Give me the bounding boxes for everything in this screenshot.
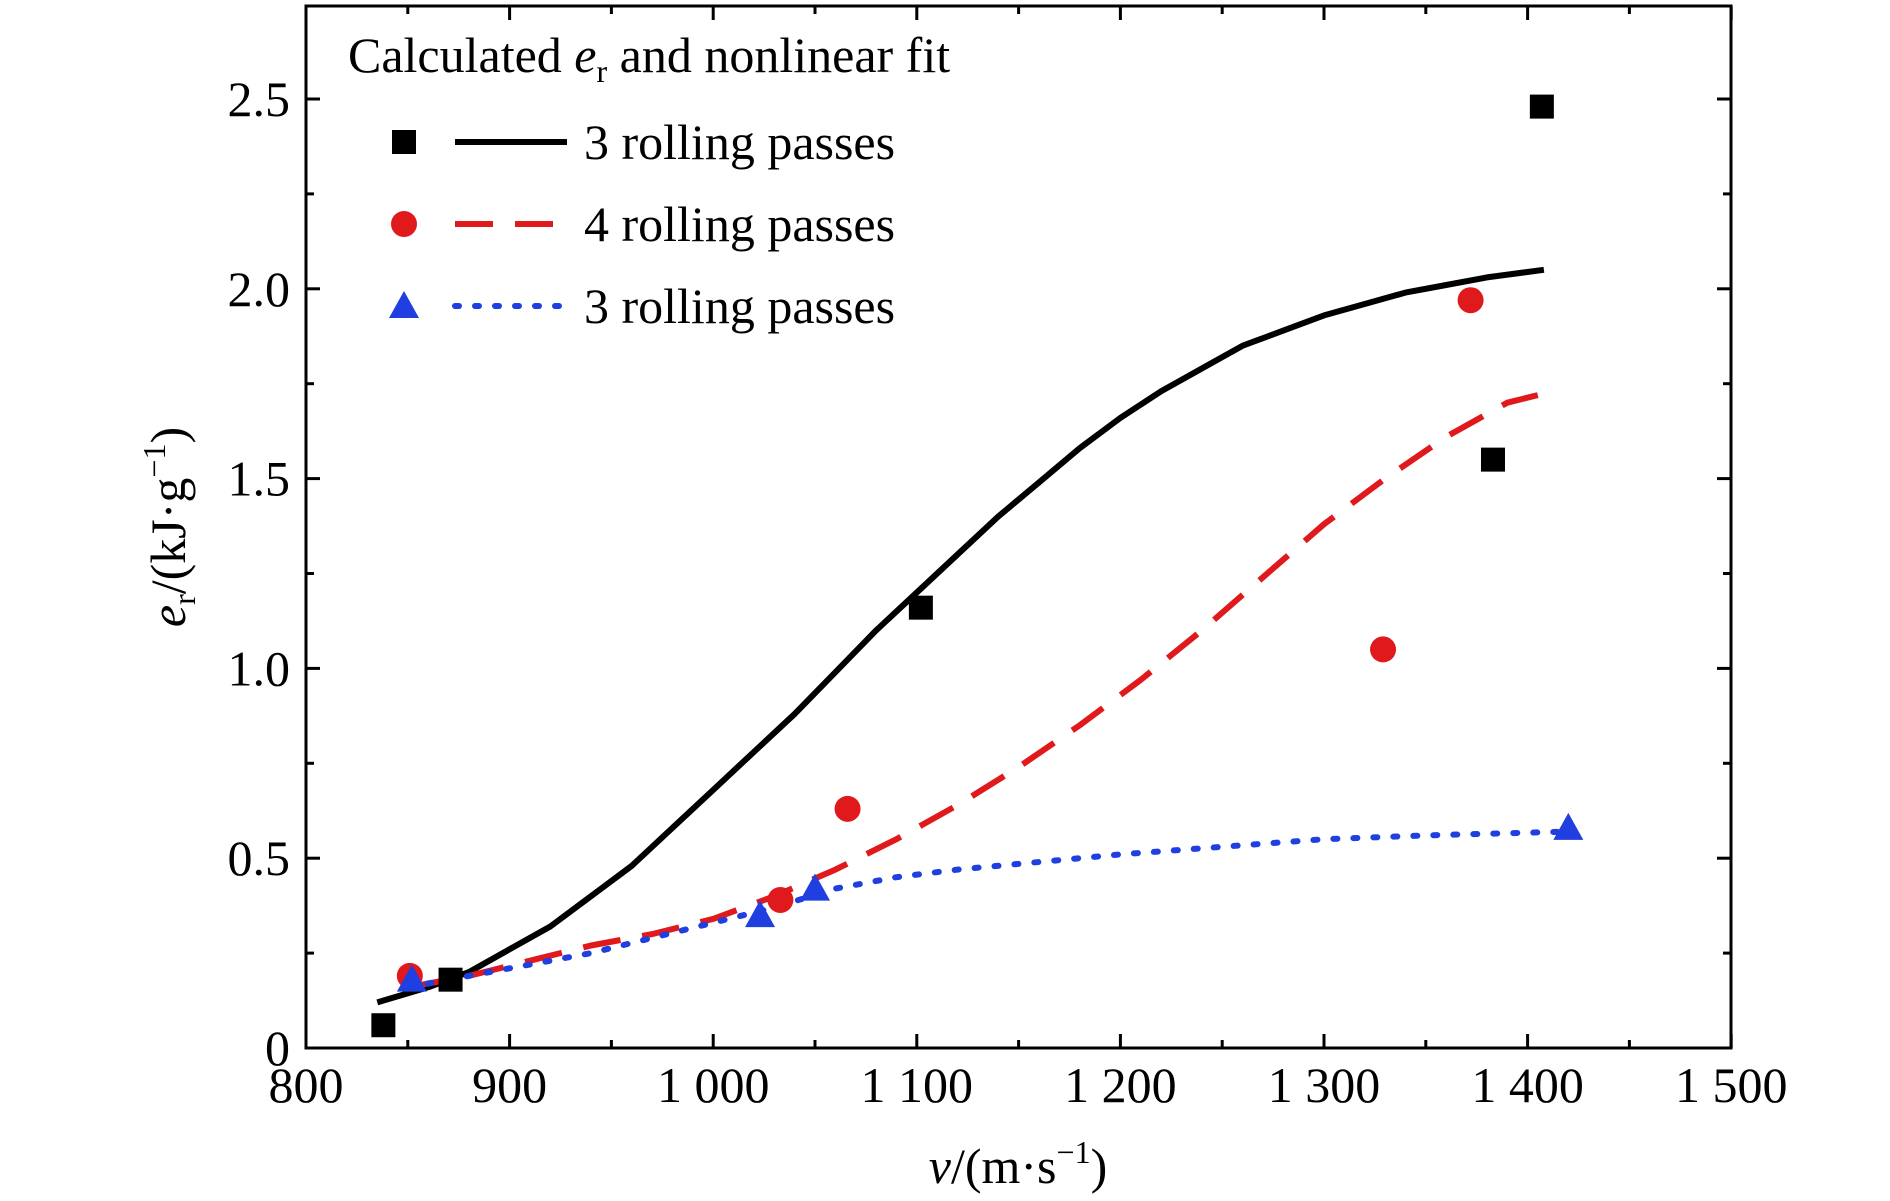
legend-marker-1 — [392, 130, 416, 154]
legend-label-3: 3 rolling passes — [584, 278, 895, 334]
fit-lines — [376, 266, 1572, 1006]
data-point-s2-2 — [767, 886, 794, 913]
axis-ticks: 800 900 1 000 1 100 1 200 1 300 1 400 1 500 0 0.5… — [228, 6, 1788, 1113]
plot-frame — [304, 4, 1733, 1050]
x-tick-label-8: 1 500 — [1675, 1057, 1788, 1113]
y-tick-label-3: 1.0 — [228, 640, 291, 696]
y-axis-exp: −1 — [136, 444, 172, 478]
data-point-s1-5 — [1529, 94, 1554, 119]
x-tick-label-6: 1 300 — [1268, 1057, 1381, 1113]
x-tick-label-1: 800 — [269, 1057, 344, 1113]
x-axis-label: v/(m·s−1) — [929, 1134, 1107, 1194]
x-tick-label-5: 1 200 — [1064, 1057, 1177, 1113]
x-axis-exp: −1 — [1057, 1134, 1091, 1170]
fit-line-series-3 — [404, 828, 1572, 991]
x-axis-close: ) — [1091, 1138, 1108, 1194]
y-axis-var: e — [140, 605, 196, 627]
x-axis-unit: /(m·s — [951, 1138, 1057, 1194]
legend-label-2: 4 rolling passes — [584, 196, 895, 252]
y-tick-label-2: 0.5 — [228, 830, 291, 886]
legend-marker-3 — [389, 291, 419, 318]
legend-marker-2 — [391, 211, 417, 237]
y-axis-sub: r — [166, 594, 202, 605]
fit-line-series-2 — [407, 392, 1539, 991]
data-point-s3-3 — [800, 873, 830, 901]
y-tick-label-5: 2.0 — [228, 261, 291, 317]
data-point-s2-5 — [1457, 287, 1484, 314]
y-tick-label-1: 0 — [265, 1020, 290, 1076]
x-axis-var: v — [929, 1138, 952, 1194]
legend-title-sub: r — [597, 53, 608, 89]
data-point-s2-3 — [834, 795, 861, 822]
data-point-s1-4 — [1480, 447, 1505, 472]
y-axis-label: er/(kJ·g−1) — [136, 427, 202, 627]
y-axis-unit: /(kJ·g — [140, 478, 196, 595]
data-point-s1-1 — [371, 1013, 396, 1038]
y-tick-label-4: 1.5 — [228, 451, 291, 507]
x-tick-label-2: 900 — [472, 1057, 547, 1113]
data-point-s3-4 — [1553, 812, 1584, 840]
x-tick-label-3: 1 000 — [657, 1057, 770, 1113]
data-points — [371, 94, 1584, 1038]
x-tick-label-4: 1 100 — [861, 1057, 974, 1113]
legend: Calculated er and nonlinear fit 3 rollin… — [348, 27, 950, 334]
y-tick-label-6: 2.5 — [228, 71, 291, 127]
legend-label-1: 3 rolling passes — [584, 114, 895, 170]
data-point-s3-1 — [396, 964, 427, 992]
data-point-s1-2 — [438, 967, 463, 992]
data-point-s2-4 — [1370, 636, 1397, 663]
legend-items: 3 rolling passes 4 rolling passes 3 rollin… — [389, 114, 895, 334]
y-axis-close: ) — [140, 427, 196, 444]
legend-title-prefix: Calculated — [348, 27, 574, 83]
data-point-s3-2 — [745, 900, 776, 928]
legend-title-var: e — [574, 27, 596, 83]
legend-title: Calculated er and nonlinear fit — [348, 27, 950, 89]
data-point-s1-3 — [908, 595, 933, 620]
x-tick-label-7: 1 400 — [1471, 1057, 1584, 1113]
fit-line-series-1 — [376, 266, 1545, 1006]
legend-title-suffix: and nonlinear fit — [607, 27, 950, 83]
